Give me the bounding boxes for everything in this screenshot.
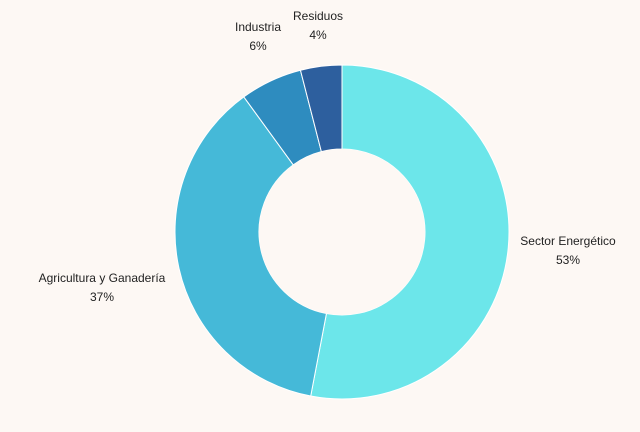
slice-percent: 53% [556,253,580,267]
slice-name: Industria [235,20,281,34]
slice-percent: 6% [249,39,267,53]
slice-name: Sector Energético [520,234,616,248]
donut-hole [259,149,425,315]
slices-group [174,64,510,400]
slice-name: Agricultura y Ganadería [39,271,166,285]
slice-label-agricultura-y-ganaderia: Agricultura y Ganadería 37% [39,271,166,304]
slice-name: Residuos [293,9,343,23]
slice-percent: 37% [90,290,114,304]
labels-group: Sector Energético 53% Agricultura y Ganade… [39,9,616,304]
slice-label-sector-energetico: Sector Energético 53% [520,234,616,267]
slice-label-residuos: Residuos 4% [293,9,343,42]
slice-percent: 4% [309,28,327,42]
slice-label-industria: Industria 6% [235,20,281,53]
